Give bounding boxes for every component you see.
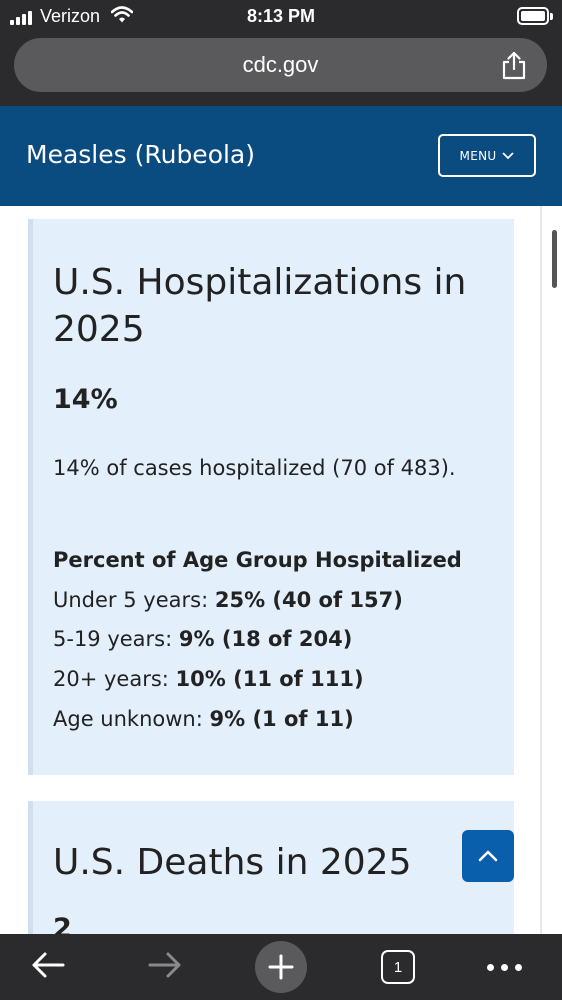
menu-label: MENU <box>459 148 497 163</box>
battery-icon <box>517 7 549 25</box>
address-bar[interactable]: cdc.gov <box>14 38 547 92</box>
carrier-name: Verizon <box>40 6 101 26</box>
menu-button[interactable]: MENU <box>438 134 536 177</box>
new-tab-button[interactable] <box>255 934 307 1000</box>
browser-address-area: cdc.gov <box>0 34 562 106</box>
share-icon[interactable] <box>501 50 527 84</box>
page-content[interactable]: U.S. Hospitalizations in 2025 14% 14% of… <box>0 206 562 934</box>
age-group-label: 20+ years: <box>53 667 169 691</box>
browser-toolbar: 1 <box>0 934 562 1000</box>
more-button[interactable] <box>484 934 524 1000</box>
age-group-label: Under 5 years: <box>53 588 209 612</box>
age-group-row: 5-19 years: 9% (18 of 204) <box>53 627 352 651</box>
age-group-value: 25% (40 of 157) <box>214 588 403 612</box>
age-group-value: 9% (1 of 11) <box>209 707 354 731</box>
back-to-top-button[interactable] <box>462 830 514 882</box>
cellular-signal-icon <box>10 11 32 25</box>
hospitalizations-card: U.S. Hospitalizations in 2025 14% 14% of… <box>28 219 514 775</box>
arrow-left-icon <box>30 951 66 983</box>
forward-button[interactable] <box>143 934 187 1000</box>
age-group-value: 10% (11 of 111) <box>175 667 364 691</box>
status-bar: Verizon 8:13 PM <box>0 0 562 34</box>
hospitalization-percent: 14% <box>53 384 118 415</box>
clock: 8:13 PM <box>246 6 316 26</box>
age-group-label: Age unknown: <box>53 707 203 731</box>
chevron-up-icon <box>478 847 498 866</box>
arrow-right-icon <box>147 951 183 983</box>
deaths-count: 2 <box>53 913 72 934</box>
plus-icon <box>255 941 307 993</box>
card-title: U.S. Deaths in 2025 <box>53 842 412 883</box>
tab-count: 1 <box>381 950 415 984</box>
back-button[interactable] <box>26 934 70 1000</box>
age-group-row: 20+ years: 10% (11 of 111) <box>53 667 364 691</box>
age-group-row: Under 5 years: 25% (40 of 157) <box>53 588 403 612</box>
scrollbar[interactable] <box>552 230 557 288</box>
tabs-button[interactable]: 1 <box>380 934 416 1000</box>
age-group-row: Age unknown: 9% (1 of 11) <box>53 707 354 731</box>
scroll-track <box>540 206 542 934</box>
hospitalization-summary: 14% of cases hospitalized (70 of 483). <box>53 456 456 480</box>
battery-tip <box>550 13 553 20</box>
wifi-icon <box>110 6 134 28</box>
age-group-heading: Percent of Age Group Hospitalized <box>53 548 462 572</box>
chevron-down-icon <box>502 149 515 163</box>
more-dots-icon <box>486 963 522 971</box>
site-header: Measles (Rubeola) MENU <box>0 106 562 206</box>
age-group-value: 9% (18 of 204) <box>178 627 353 651</box>
age-group-label: 5-19 years: <box>53 627 173 651</box>
card-title: U.S. Hospitalizations in 2025 <box>53 262 467 350</box>
url-text[interactable]: cdc.gov <box>242 52 319 77</box>
deaths-card: U.S. Deaths in 2025 2 <box>28 801 514 934</box>
site-title[interactable]: Measles (Rubeola) <box>26 140 256 169</box>
